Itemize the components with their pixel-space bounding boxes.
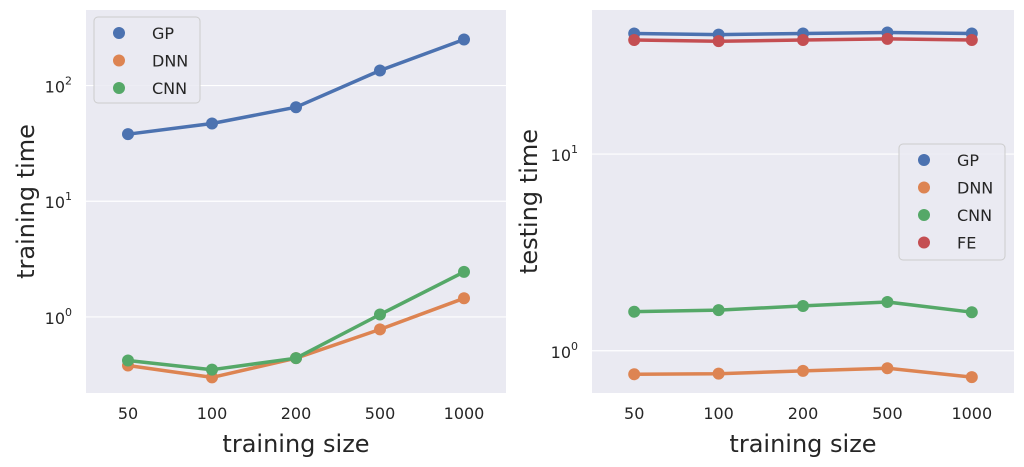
testing-time-dnn-point (797, 364, 809, 377)
training-time-x-tick-label: 500 (365, 404, 396, 423)
testing-time-legend-label: GP (957, 151, 979, 170)
training-time-legend-label: CNN (152, 79, 187, 98)
training-time-y-axis-label: training time (12, 124, 40, 279)
training-time-x-tick-label: 50 (118, 404, 138, 423)
testing-time-x-tick-label: 100 (703, 404, 734, 423)
testing-time-y-axis-label: testing time (515, 129, 543, 274)
training-time-gp-point (290, 101, 302, 114)
training-time-legend-marker (113, 54, 125, 67)
testing-time-x-tick-label: 200 (788, 404, 819, 423)
training-time-gp-point (374, 64, 386, 77)
testing-time-dnn-point (965, 371, 978, 384)
testing-time-cnn-point (797, 299, 809, 312)
testing-time-fe-point (712, 35, 725, 48)
testing-time-cnn-point (965, 306, 978, 319)
testing-time-fe-point (881, 32, 894, 45)
testing-time-x-axis-label: training size (729, 430, 876, 458)
testing-time-cnn-point (712, 304, 725, 317)
training-time-gp-point (458, 33, 470, 46)
training-time-cnn-point (122, 354, 134, 367)
testing-time-x-tick-label: 500 (872, 404, 903, 423)
training-time-x-axis-label: training size (222, 430, 369, 458)
training-time-gp-point (122, 128, 134, 141)
training-time-legend-marker (113, 82, 125, 94)
training-time-cnn-point (206, 363, 218, 376)
training-time-x-tick-label: 1000 (444, 404, 485, 423)
training-time-chart: 100 101 102 50 100 200 500 1000 training size tra… (12, 10, 506, 458)
training-time-legend-label: GP (152, 24, 174, 43)
training-time-y-tick-label: 102 (45, 75, 72, 97)
training-time-legend-label: DNN (152, 52, 188, 71)
testing-time-dnn-point (628, 368, 641, 381)
testing-time-fe-point (628, 34, 641, 47)
testing-time-x-tick-label: 1000 (951, 404, 992, 423)
testing-time-legend-marker (918, 209, 930, 221)
testing-time-legend-marker (918, 154, 930, 166)
testing-time-cnn-point (628, 305, 641, 318)
training-time-cnn-point (458, 265, 470, 278)
testing-time-legend-marker (918, 181, 930, 194)
testing-time-dnn-point (881, 362, 894, 375)
testing-time-fe-point (965, 34, 978, 47)
training-time-y-tick-label: 100 (45, 306, 72, 328)
testing-time-y-tick-label: 100 (551, 340, 578, 362)
testing-time-legend-marker (918, 236, 930, 249)
testing-time-x-tick-label: 50 (624, 404, 644, 423)
training-time-cnn-point (290, 352, 302, 365)
training-time-legend-marker (113, 27, 125, 39)
testing-time-fe-point (797, 34, 809, 47)
training-time-y-tick-label: 101 (45, 190, 72, 212)
training-time-x-tick-label: 100 (197, 404, 228, 423)
testing-time-cnn-point (881, 295, 894, 308)
testing-time-legend (898, 143, 1006, 261)
testing-time-legend-label: DNN (957, 179, 993, 198)
testing-time-dnn-point (712, 367, 725, 380)
testing-time-y-tick-label: 101 (551, 143, 578, 165)
training-time-dnn-point (374, 323, 386, 336)
training-time-x-tick-label: 200 (281, 404, 312, 423)
testing-time-chart: 100 101 50 100 200 500 1000 training size testin… (515, 10, 1014, 458)
training-time-gp-point (206, 117, 218, 130)
testing-time-legend-label: FE (957, 234, 976, 253)
training-time-dnn-point (458, 292, 470, 305)
testing-time-legend-label: CNN (957, 206, 992, 225)
training-time-cnn-point (374, 308, 386, 321)
